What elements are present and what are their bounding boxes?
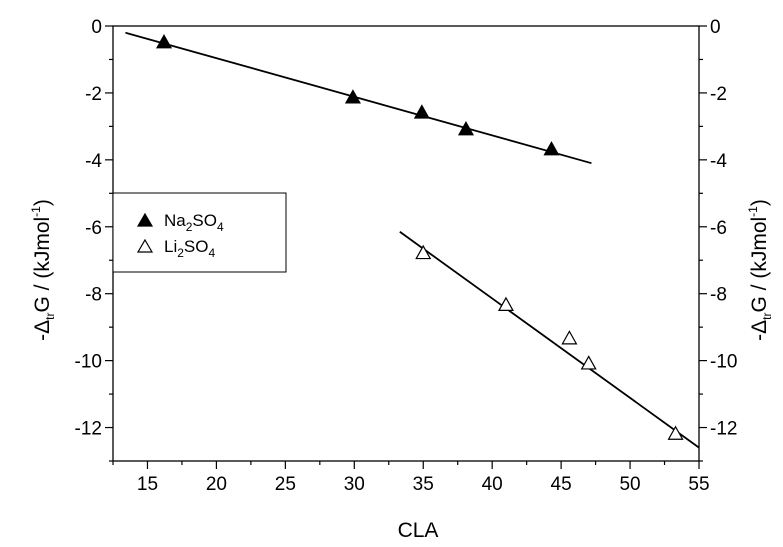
x-axis-title: CLA	[398, 519, 439, 542]
x-tick-label: 20	[206, 474, 227, 495]
fit-line-series-1	[399, 231, 700, 449]
x-tick-label: 55	[688, 474, 709, 495]
y-right-tick-label: -12	[710, 419, 737, 440]
y-right-tick-label: -2	[710, 84, 727, 105]
y-left-tick-label: -10	[75, 352, 102, 373]
y-right-tick-label: -10	[710, 352, 737, 373]
data-point-series-1	[667, 425, 684, 440]
y-left-tick-label: -2	[85, 84, 102, 105]
x-tick-label: 35	[413, 474, 434, 495]
y-left-tick-label: -12	[75, 419, 102, 440]
data-point-series-0	[413, 104, 430, 119]
data-point-series-1	[561, 330, 578, 345]
data-points	[155, 34, 684, 440]
y-axis-title-right: -ΔtrG / (kJmol-1)	[746, 199, 774, 341]
fit-lines	[125, 31, 700, 449]
legend-box	[112, 192, 287, 273]
y-right-tick-label: 0	[710, 17, 721, 38]
legend-marker-li2so4	[136, 238, 154, 253]
legend-label-li2so4: Li2SO4	[164, 237, 215, 260]
y-axis-title-left: -ΔtrG / (kJmol-1)	[29, 199, 57, 341]
x-tick-label: 15	[137, 474, 158, 495]
x-tick-label: 30	[344, 474, 365, 495]
y-left-tick-label: 0	[91, 17, 102, 38]
fit-line-series-0	[125, 31, 592, 165]
y-right-tick-label: -6	[710, 218, 727, 239]
y-left-tick-label: -6	[85, 218, 102, 239]
data-point-series-0	[344, 89, 361, 104]
y-right-tick-label: -4	[710, 151, 727, 172]
data-point-series-0	[155, 34, 173, 49]
axes: 15 20 25 30 35 40 45 50 55 0 0 -2 -2 -4 -4 -6 -6 -8 -8 -10 -…	[75, 17, 738, 495]
x-tick-label: 40	[482, 474, 503, 495]
data-point-series-1	[415, 244, 432, 260]
y-right-tick-label: -8	[710, 285, 727, 306]
x-tick-label: 50	[619, 474, 640, 495]
data-point-series-1	[580, 355, 597, 370]
x-tick-label: 45	[551, 474, 572, 495]
data-point-series-1	[497, 296, 514, 312]
legend: Na2SO4 Li2SO4	[112, 192, 287, 273]
data-point-series-0	[457, 121, 475, 136]
legend-marker-na2so4	[136, 212, 154, 227]
data-point-series-0	[543, 141, 560, 156]
y-left-tick-label: -4	[85, 151, 102, 172]
x-tick-label: 25	[275, 474, 296, 495]
y-left-tick-label: -8	[85, 285, 102, 306]
legend-label-na2so4: Na2SO4	[164, 211, 224, 234]
